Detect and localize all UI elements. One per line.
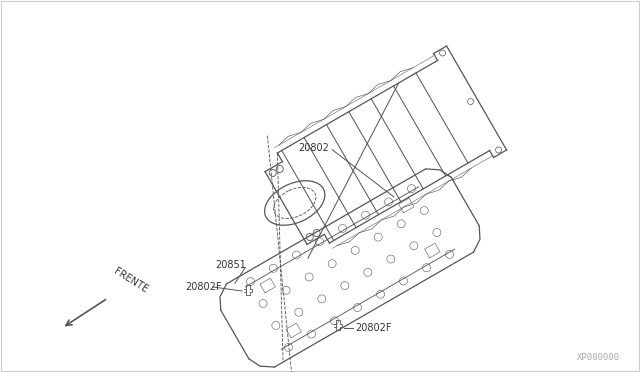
Text: XP080000: XP080000 [577, 353, 620, 362]
Text: FRENTE: FRENTE [112, 266, 150, 295]
Text: 20802F: 20802F [185, 282, 221, 292]
Text: 20851: 20851 [215, 260, 246, 270]
Text: 20802F: 20802F [355, 323, 392, 333]
Text: 20802: 20802 [298, 143, 329, 153]
